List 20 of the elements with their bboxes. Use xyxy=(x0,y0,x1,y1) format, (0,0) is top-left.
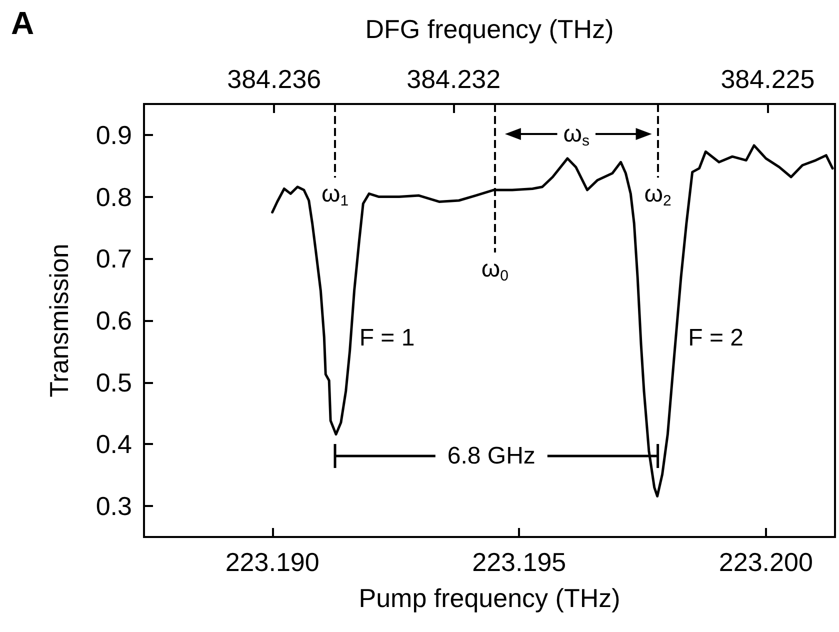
y-tick-label: 0.3 xyxy=(96,491,132,522)
x-axis-title: Pump frequency (THz) xyxy=(358,583,620,613)
y-tick-label: 0.6 xyxy=(96,306,132,336)
y-axis-title: Transmission xyxy=(44,244,74,398)
annotation: 6.8 GHz xyxy=(447,442,536,470)
chart-title: A xyxy=(11,5,34,41)
x-tick-label: 223.190 xyxy=(225,547,320,577)
y-tick-label: 0.7 xyxy=(96,244,132,274)
y-tick-label: 0.4 xyxy=(96,429,132,460)
y-tick-label: 0.9 xyxy=(96,120,132,150)
x2-axis-title: DFG frequency (THz) xyxy=(365,14,614,44)
x-tick-label: 223.200 xyxy=(718,547,813,577)
annotation: F = 2 xyxy=(688,324,744,352)
x-tick-label: 223.195 xyxy=(472,547,566,577)
y-tick-label: 0.5 xyxy=(96,367,132,398)
x2-tick-label: 384.225 xyxy=(720,64,815,94)
annotation: F = 1 xyxy=(359,324,415,352)
x2-tick-label: 384.232 xyxy=(406,64,501,94)
x2-tick-label: 384.236 xyxy=(227,64,322,94)
y-tick-label: 0.8 xyxy=(96,182,132,212)
